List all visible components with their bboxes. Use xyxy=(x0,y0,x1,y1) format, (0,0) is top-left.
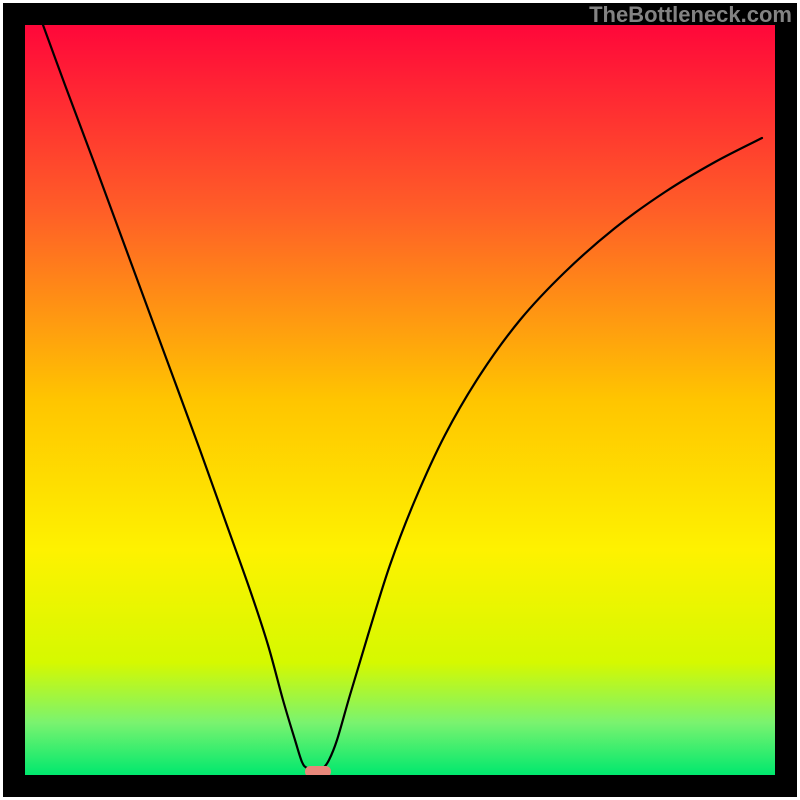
watermark-text: TheBottleneck.com xyxy=(589,2,792,28)
chart-container: TheBottleneck.com xyxy=(0,0,800,800)
bottleneck-chart xyxy=(0,0,800,800)
plot-background-gradient xyxy=(25,25,775,775)
